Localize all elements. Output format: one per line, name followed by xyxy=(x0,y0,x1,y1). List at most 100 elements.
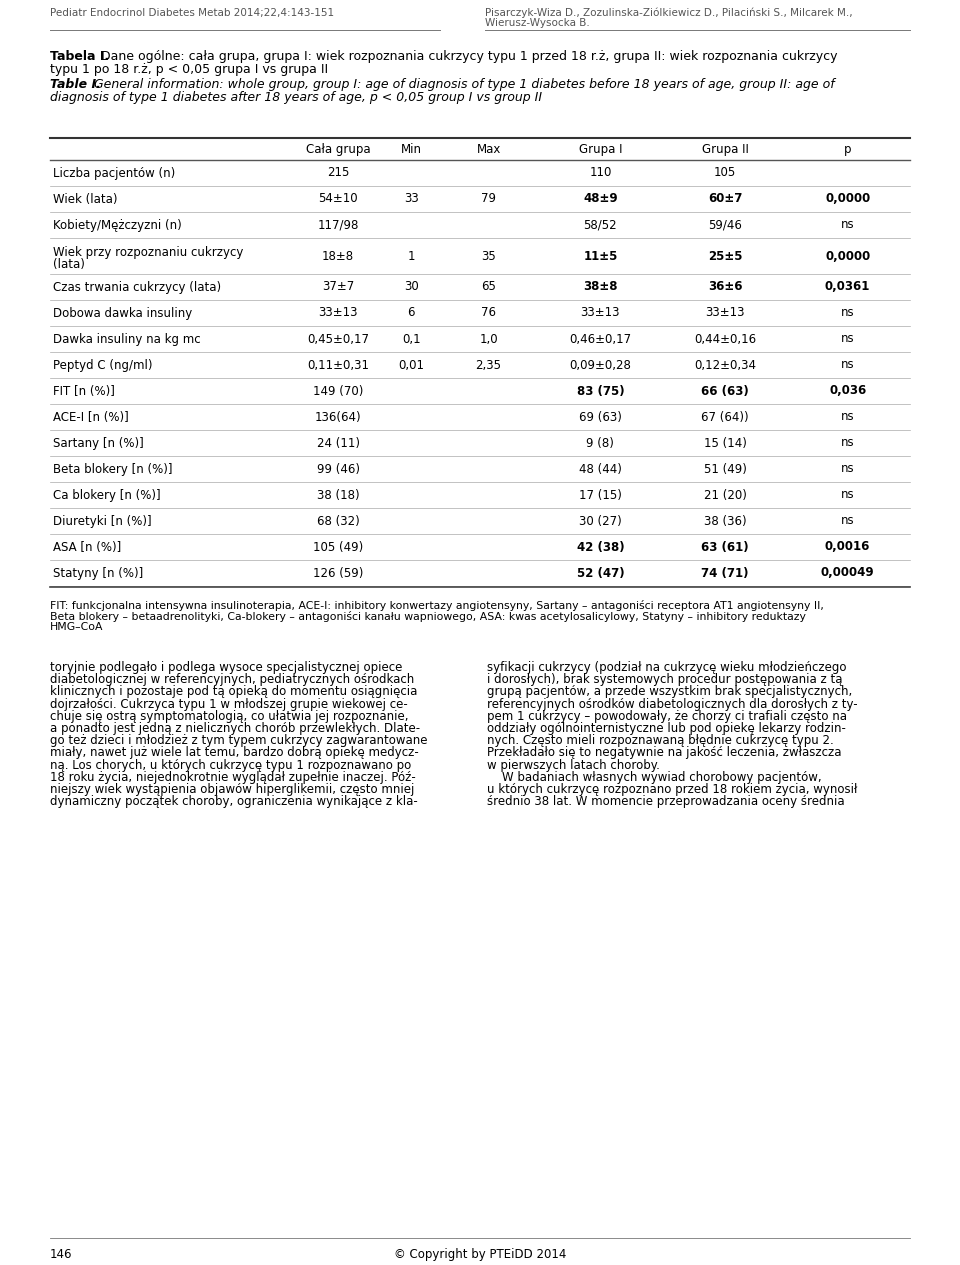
Text: 63 (61): 63 (61) xyxy=(702,540,749,554)
Text: 30: 30 xyxy=(404,281,419,293)
Text: 0,036: 0,036 xyxy=(829,385,866,397)
Text: 0,01: 0,01 xyxy=(398,358,424,372)
Text: 0,0361: 0,0361 xyxy=(825,281,871,293)
Text: 6: 6 xyxy=(407,306,415,320)
Text: Dane ogólne: cała grupa, grupa I: wiek rozpoznania cukrzycy typu 1 przed 18 r.ż,: Dane ogólne: cała grupa, grupa I: wiek r… xyxy=(97,51,837,63)
Text: Czas trwania cukrzycy (lata): Czas trwania cukrzycy (lata) xyxy=(53,281,221,293)
Text: ną. Los chorych, u których cukrzycę typu 1 rozpoznawano po: ną. Los chorych, u których cukrzycę typu… xyxy=(50,759,411,772)
Text: Ca blokery [n (%)]: Ca blokery [n (%)] xyxy=(53,488,160,501)
Text: w pierwszych latach choroby.: w pierwszych latach choroby. xyxy=(487,759,660,772)
Text: ns: ns xyxy=(841,333,854,345)
Text: 11±5: 11±5 xyxy=(584,249,617,263)
Text: 76: 76 xyxy=(481,306,496,320)
Text: ns: ns xyxy=(841,488,854,501)
Text: Cała grupa: Cała grupa xyxy=(306,143,371,156)
Text: ns: ns xyxy=(841,219,854,231)
Text: Pisarczyk-Wiza D., Zozulinska-Ziólkiewicz D., Pilaciński S., Milcarek M.,: Pisarczyk-Wiza D., Zozulinska-Ziólkiewic… xyxy=(485,8,852,19)
Text: 33±13: 33±13 xyxy=(319,306,358,320)
Text: 48 (44): 48 (44) xyxy=(579,463,622,476)
Text: 0,46±0,17: 0,46±0,17 xyxy=(569,333,632,345)
Text: 60±7: 60±7 xyxy=(708,192,742,205)
Text: oddziały ogólnointernistyczne lub pod opiekę lekarzy rodzin-: oddziały ogólnointernistyczne lub pod op… xyxy=(487,722,846,735)
Text: 0,12±0,34: 0,12±0,34 xyxy=(694,358,756,372)
Text: 33±13: 33±13 xyxy=(581,306,620,320)
Text: 0,0000: 0,0000 xyxy=(825,192,871,205)
Text: 37±7: 37±7 xyxy=(322,281,354,293)
Text: 21 (20): 21 (20) xyxy=(704,488,747,501)
Text: 17 (15): 17 (15) xyxy=(579,488,622,501)
Text: ASA [n (%)]: ASA [n (%)] xyxy=(53,540,121,554)
Text: diabetologicznej w referencyjnych, pediatrycznych ośrodkach: diabetologicznej w referencyjnych, pedia… xyxy=(50,673,415,686)
Text: ns: ns xyxy=(841,463,854,476)
Text: 38 (36): 38 (36) xyxy=(704,515,747,528)
Text: 18 roku życia, niejednokrotnie wyglądał zupełnie inaczej. Póź-: 18 roku życia, niejednokrotnie wyglądał … xyxy=(50,770,416,784)
Text: 149 (70): 149 (70) xyxy=(313,385,363,397)
Text: FIT: funkcjonalna intensywna insulinoterapia, ACE-I: inhibitory konwertazy angio: FIT: funkcjonalna intensywna insulinoter… xyxy=(50,600,824,611)
Text: 33±13: 33±13 xyxy=(706,306,745,320)
Text: 146: 146 xyxy=(50,1249,73,1261)
Text: ns: ns xyxy=(841,411,854,424)
Text: typu 1 po 18 r.ż, p < 0,05 grupa I vs grupa II: typu 1 po 18 r.ż, p < 0,05 grupa I vs gr… xyxy=(50,63,328,76)
Text: Przekładało się to negatywnie na jakość leczenia, zwłaszcza: Przekładało się to negatywnie na jakość … xyxy=(487,746,842,759)
Text: 36±6: 36±6 xyxy=(708,281,742,293)
Text: niejszy wiek wystąpienia objawów hiperglikemii, często mniej: niejszy wiek wystąpienia objawów hipergl… xyxy=(50,783,415,796)
Text: pem 1 cukrzycy – powodowały, że chorzy ci trafiali często na: pem 1 cukrzycy – powodowały, że chorzy c… xyxy=(487,710,847,722)
Text: p: p xyxy=(844,143,852,156)
Text: Sartany [n (%)]: Sartany [n (%)] xyxy=(53,436,144,449)
Text: 0,44±0,16: 0,44±0,16 xyxy=(694,333,756,345)
Text: Grupa I: Grupa I xyxy=(579,143,622,156)
Text: 74 (71): 74 (71) xyxy=(702,567,749,579)
Text: 67 (64)): 67 (64)) xyxy=(702,411,749,424)
Text: 215: 215 xyxy=(327,167,349,180)
Text: 35: 35 xyxy=(481,249,496,263)
Text: © Copyright by PTEiDD 2014: © Copyright by PTEiDD 2014 xyxy=(394,1249,566,1261)
Text: syfikacji cukrzycy (podział na cukrzycę wieku młodzieńczego: syfikacji cukrzycy (podział na cukrzycę … xyxy=(487,662,847,674)
Text: średnio 38 lat. W momencie przeprowadzania oceny średnia: średnio 38 lat. W momencie przeprowadzan… xyxy=(487,796,845,808)
Text: miały, nawet już wiele lat temu, bardzo dobrą opiekę medycz-: miały, nawet już wiele lat temu, bardzo … xyxy=(50,746,419,759)
Text: 0,1: 0,1 xyxy=(402,333,420,345)
Text: 42 (38): 42 (38) xyxy=(577,540,624,554)
Text: Beta blokery [n (%)]: Beta blokery [n (%)] xyxy=(53,463,173,476)
Text: diagnosis of type 1 diabetes after 18 years of age, p < 0,05 group I vs group II: diagnosis of type 1 diabetes after 18 ye… xyxy=(50,91,542,104)
Text: Diuretyki [n (%)]: Diuretyki [n (%)] xyxy=(53,515,152,528)
Text: klinicznych i pozostaje pod tą opieką do momentu osiągnięcia: klinicznych i pozostaje pod tą opieką do… xyxy=(50,686,418,698)
Text: 51 (49): 51 (49) xyxy=(704,463,747,476)
Text: Kobiety/Mężczyzni (n): Kobiety/Mężczyzni (n) xyxy=(53,219,181,231)
Text: 66 (63): 66 (63) xyxy=(701,385,749,397)
Text: 0,11±0,31: 0,11±0,31 xyxy=(307,358,369,372)
Text: 33: 33 xyxy=(404,192,419,205)
Text: dojrzałości. Cukrzyca typu 1 w młodszej grupie wiekowej ce-: dojrzałości. Cukrzyca typu 1 w młodszej … xyxy=(50,697,408,711)
Text: a ponadto jest jedną z nielicznych chorób przewlekłych. Dlate-: a ponadto jest jedną z nielicznych choró… xyxy=(50,722,420,735)
Text: 54±10: 54±10 xyxy=(319,192,358,205)
Text: toryjnie podlegało i podlega wysoce specjalistycznej opiece: toryjnie podlegało i podlega wysoce spec… xyxy=(50,662,402,674)
Text: ns: ns xyxy=(841,436,854,449)
Text: Wierusz-Wysocka B.: Wierusz-Wysocka B. xyxy=(485,18,589,28)
Text: nych. Często mieli rozpoznawaną błędnie cukrzycę typu 2.: nych. Często mieli rozpoznawaną błędnie … xyxy=(487,734,833,748)
Text: 0,0000: 0,0000 xyxy=(825,249,871,263)
Text: 9 (8): 9 (8) xyxy=(587,436,614,449)
Text: go też dzieci i młodzież z tym typem cukrzycy zagwarantowane: go też dzieci i młodzież z tym typem cuk… xyxy=(50,734,427,748)
Text: Statyny [n (%)]: Statyny [n (%)] xyxy=(53,567,143,579)
Text: (lata): (lata) xyxy=(53,258,84,271)
Text: grupą pacjentów, a przede wszystkim brak specjalistycznych,: grupą pacjentów, a przede wszystkim brak… xyxy=(487,686,852,698)
Text: ns: ns xyxy=(841,358,854,372)
Text: 83 (75): 83 (75) xyxy=(577,385,624,397)
Text: 0,45±0,17: 0,45±0,17 xyxy=(307,333,369,345)
Text: ns: ns xyxy=(841,515,854,528)
Text: 105 (49): 105 (49) xyxy=(313,540,363,554)
Text: Dobowa dawka insuliny: Dobowa dawka insuliny xyxy=(53,306,192,320)
Text: Dawka insuliny na kg mc: Dawka insuliny na kg mc xyxy=(53,333,201,345)
Text: 15 (14): 15 (14) xyxy=(704,436,747,449)
Text: u których cukrzycę rozpoznano przed 18 rokiem życia, wynosił: u których cukrzycę rozpoznano przed 18 r… xyxy=(487,783,857,796)
Text: Tabela I.: Tabela I. xyxy=(50,51,109,63)
Text: ACE-I [n (%)]: ACE-I [n (%)] xyxy=(53,411,129,424)
Text: 65: 65 xyxy=(481,281,496,293)
Text: Table I.: Table I. xyxy=(50,78,101,91)
Text: 38 (18): 38 (18) xyxy=(317,488,359,501)
Text: 38±8: 38±8 xyxy=(583,281,617,293)
Text: i dorosłych), brak systemowych procedur postępowania z tą: i dorosłych), brak systemowych procedur … xyxy=(487,673,843,686)
Text: Pediatr Endocrinol Diabetes Metab 2014;22,4:143-151: Pediatr Endocrinol Diabetes Metab 2014;2… xyxy=(50,8,334,18)
Text: Beta blokery – betaadrenolityki, Ca-blokery – antagoniści kanału wapniowego, ASA: Beta blokery – betaadrenolityki, Ca-blok… xyxy=(50,611,805,622)
Text: 0,0016: 0,0016 xyxy=(825,540,871,554)
Text: 99 (46): 99 (46) xyxy=(317,463,360,476)
